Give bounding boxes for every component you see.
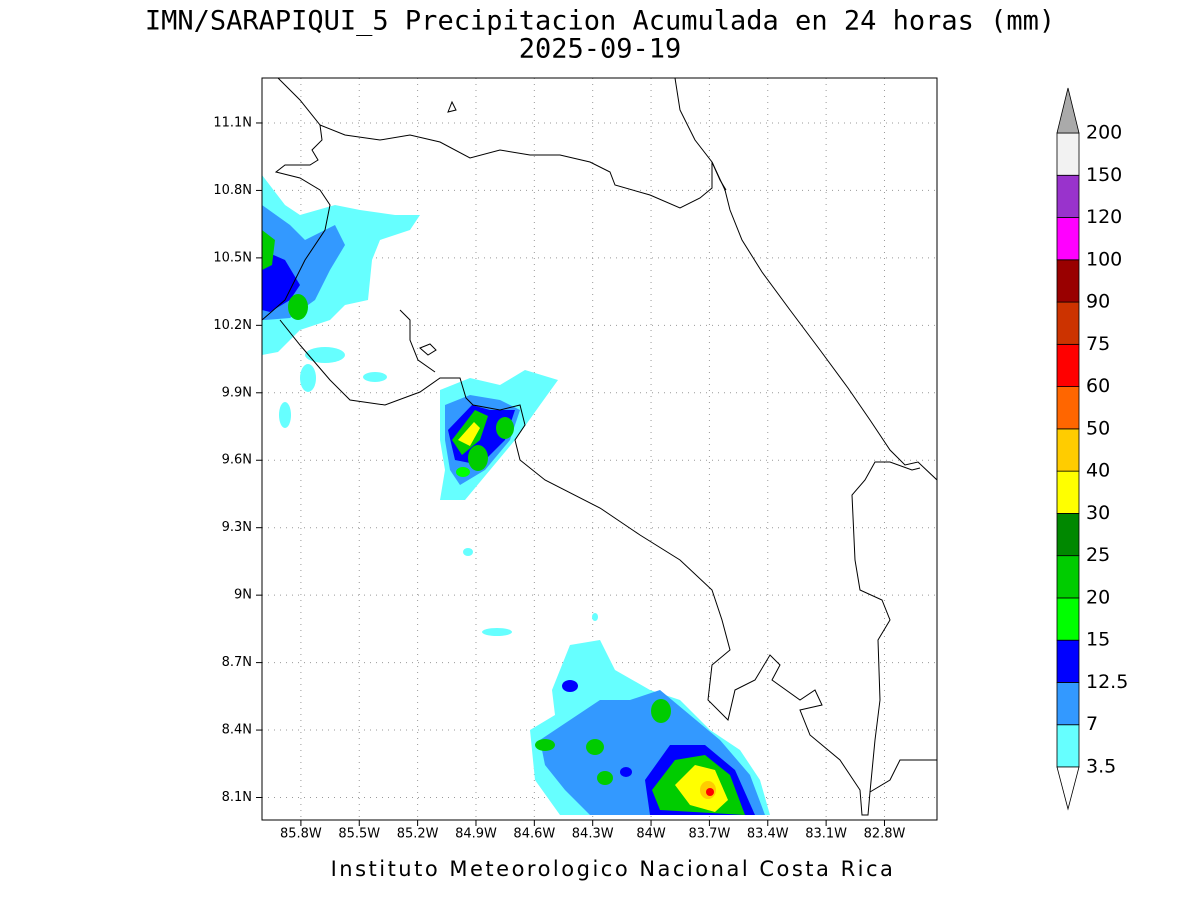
precip-area: [300, 364, 316, 392]
colorbar-under: [1056, 766, 1080, 811]
y-tick-label: 9.6N: [222, 453, 252, 468]
precip-area: [482, 628, 512, 636]
x-tick-label: 84.3W: [572, 827, 614, 842]
colorbar-label: 3.5: [1086, 756, 1116, 778]
coastline: [674, 78, 937, 481]
island: [419, 343, 437, 356]
x-tick-label: 82.8W: [864, 827, 906, 842]
colorbar-segment: [1056, 132, 1080, 176]
colorbar-segment: [1056, 428, 1080, 472]
precip-area: [586, 739, 604, 755]
colorbar-segment: [1056, 555, 1080, 599]
precip-area: [496, 417, 514, 439]
colorbar-label: 75: [1086, 333, 1110, 355]
x-tick-label: 84W: [636, 827, 666, 842]
axis-ticks: 85.8W 85.5W 85.2W 84.9W 84.6W 84.3W 84W 83.7W 83…: [213, 115, 905, 841]
coastline: [399, 309, 436, 373]
precip-area: [535, 739, 555, 751]
precip-area: [463, 548, 473, 556]
precip-area: [262, 250, 300, 312]
coastlines: [262, 78, 937, 816]
colorbar-label: 60: [1086, 375, 1110, 397]
colorbar-segment: [1056, 470, 1080, 514]
precip-area: [620, 767, 632, 777]
colorbar-segment: [1056, 597, 1080, 641]
plot-frame: [261, 77, 938, 821]
colorbar-label: 50: [1086, 417, 1110, 439]
coastline: [279, 319, 937, 816]
precip-area: [597, 771, 613, 785]
colorbar-segment: [1056, 343, 1080, 388]
x-tick-label: 85.2W: [397, 827, 439, 842]
colorbar-label: 100: [1086, 248, 1122, 270]
y-tick-label: 9.9N: [222, 385, 252, 400]
x-tick-label: 83.7W: [689, 827, 731, 842]
colorbar-label: 200: [1086, 122, 1122, 144]
precip-area: [706, 788, 714, 796]
colorbar-segment: [1056, 174, 1080, 218]
colorbar-segment: [1056, 724, 1080, 768]
precip-area: [363, 372, 387, 382]
colorbar-segment: [1056, 301, 1080, 345]
colorbar-segment: [1056, 639, 1080, 683]
x-tick-label: 84.6W: [513, 827, 555, 842]
x-tick-label: 83.1W: [805, 827, 847, 842]
precipitation: [262, 175, 770, 815]
y-tick-label: 10.5N: [213, 250, 252, 265]
y-tick-label: 10.2N: [213, 318, 252, 333]
precip-area: [288, 294, 308, 320]
colorbar-label: 12.5: [1086, 671, 1128, 693]
x-tick-label: 85.8W: [280, 827, 322, 842]
colorbar-segment: [1056, 386, 1080, 430]
precip-area: [562, 680, 578, 692]
precip-area: [468, 445, 488, 471]
y-tick-label: 11.1N: [213, 115, 252, 130]
x-tick-label: 83.4W: [747, 827, 789, 842]
precip-area: [651, 699, 671, 723]
colorbar-segment: [1056, 217, 1080, 261]
y-tick-label: 9.3N: [222, 520, 252, 535]
colorbar: 3.5 7 12.5 15 20 25 30 40 50 60 75 90 100 120 150 200: [1056, 87, 1128, 811]
y-tick-label: 10.8N: [213, 183, 252, 198]
colorbar-segment: [1056, 259, 1080, 303]
x-tick-label: 84.9W: [455, 827, 497, 842]
footer: Instituto Meteorologico Nacional Costa R…: [331, 857, 896, 881]
island: [447, 100, 457, 113]
border: [851, 461, 921, 793]
y-tick-label: 8.4N: [222, 723, 252, 738]
colorbar-label: 40: [1086, 460, 1110, 482]
colorbar-label: 30: [1086, 502, 1110, 524]
precip-area: [458, 422, 480, 446]
colorbar-segment: [1056, 513, 1080, 557]
colorbar-label: 7: [1086, 713, 1098, 735]
precip-area: [305, 347, 345, 363]
colorbar-label: 150: [1086, 164, 1122, 186]
precip-area: [262, 230, 275, 270]
colorbar-label: 20: [1086, 586, 1110, 608]
colorbar-label: 15: [1086, 629, 1110, 651]
colorbar-label: 90: [1086, 291, 1110, 313]
subtitle: 2025-09-19: [519, 34, 682, 65]
colorbar-label: 120: [1086, 206, 1122, 228]
coastline: [319, 124, 727, 209]
colorbar-over: [1056, 87, 1080, 134]
y-tick-label: 8.1N: [222, 790, 252, 805]
x-tick-label: 85.5W: [338, 827, 380, 842]
colorbar-segment: [1056, 682, 1080, 726]
title: IMN/SARAPIQUI_5 Precipitacion Acumulada …: [145, 6, 1055, 37]
precip-area: [592, 613, 598, 621]
coastline: [262, 78, 331, 321]
colorbar-label: 25: [1086, 544, 1110, 566]
precip-area: [456, 467, 470, 477]
y-tick-label: 9N: [234, 588, 252, 603]
precip-area: [279, 402, 291, 428]
y-tick-label: 8.7N: [222, 655, 252, 670]
